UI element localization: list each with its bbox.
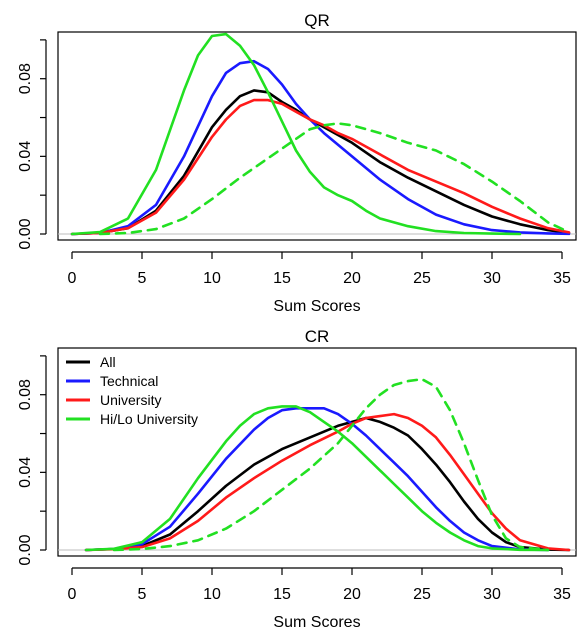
series-line-hi-lo-university-dashed <box>98 122 571 236</box>
x-tick-label: 35 <box>553 586 571 603</box>
series-line-university <box>70 98 571 236</box>
x-tick-label: 15 <box>273 270 291 287</box>
series-line-hi-lo-university <box>70 32 522 236</box>
x-axis-label: Sum Scores <box>273 614 360 630</box>
y-tick-label: 0.00 <box>17 218 34 249</box>
qr-panel: QR 0.00 0.04 0.08 0 5 10 15 20 25 30 35 Sum Scores <box>17 11 577 315</box>
legend-label: Technical <box>100 373 158 389</box>
x-tick-label: 35 <box>553 270 571 287</box>
y-tick-label: 0.00 <box>17 534 34 565</box>
x-tick-label: 5 <box>138 586 147 603</box>
series-line-hi-lo-university <box>84 405 550 552</box>
legend-label: University <box>100 392 161 408</box>
x-tick-label: 30 <box>483 270 501 287</box>
x-tick-label: 15 <box>273 586 291 603</box>
plot-frame <box>57 31 577 241</box>
legend-label: Hi/Lo University <box>100 411 198 427</box>
x-tick-label: 25 <box>413 586 431 603</box>
series-line-technical <box>84 406 550 552</box>
legend: All Technical University Hi/Lo University <box>66 354 198 427</box>
chart-title: CR <box>305 327 330 346</box>
x-tick-label: 20 <box>343 586 361 603</box>
x-tick-label: 10 <box>203 270 221 287</box>
x-tick-label: 0 <box>68 586 77 603</box>
chart-title: QR <box>304 11 330 30</box>
series-line-hi-lo-university-dashed <box>112 377 550 552</box>
y-tick-label: 0.08 <box>17 379 34 410</box>
x-tick-label: 10 <box>203 586 221 603</box>
cr-panel: CR 0.00 0.04 0.08 0 5 10 15 20 25 30 35 Sum Scores Al… <box>17 327 577 631</box>
x-tick-label: 20 <box>343 270 361 287</box>
x-tick-label: 0 <box>68 270 77 287</box>
legend-label: All <box>100 354 116 370</box>
x-axis-label: Sum Scores <box>273 298 360 315</box>
series-line-technical <box>70 59 571 236</box>
x-tick-label: 30 <box>483 586 501 603</box>
x-tick-label: 5 <box>138 270 147 287</box>
y-tick-label: 0.04 <box>17 141 34 172</box>
y-tick-label: 0.08 <box>17 63 34 94</box>
series-line-all <box>84 416 571 552</box>
plot-frame <box>57 347 577 557</box>
y-tick-label: 0.04 <box>17 457 34 488</box>
x-tick-label: 25 <box>413 270 431 287</box>
